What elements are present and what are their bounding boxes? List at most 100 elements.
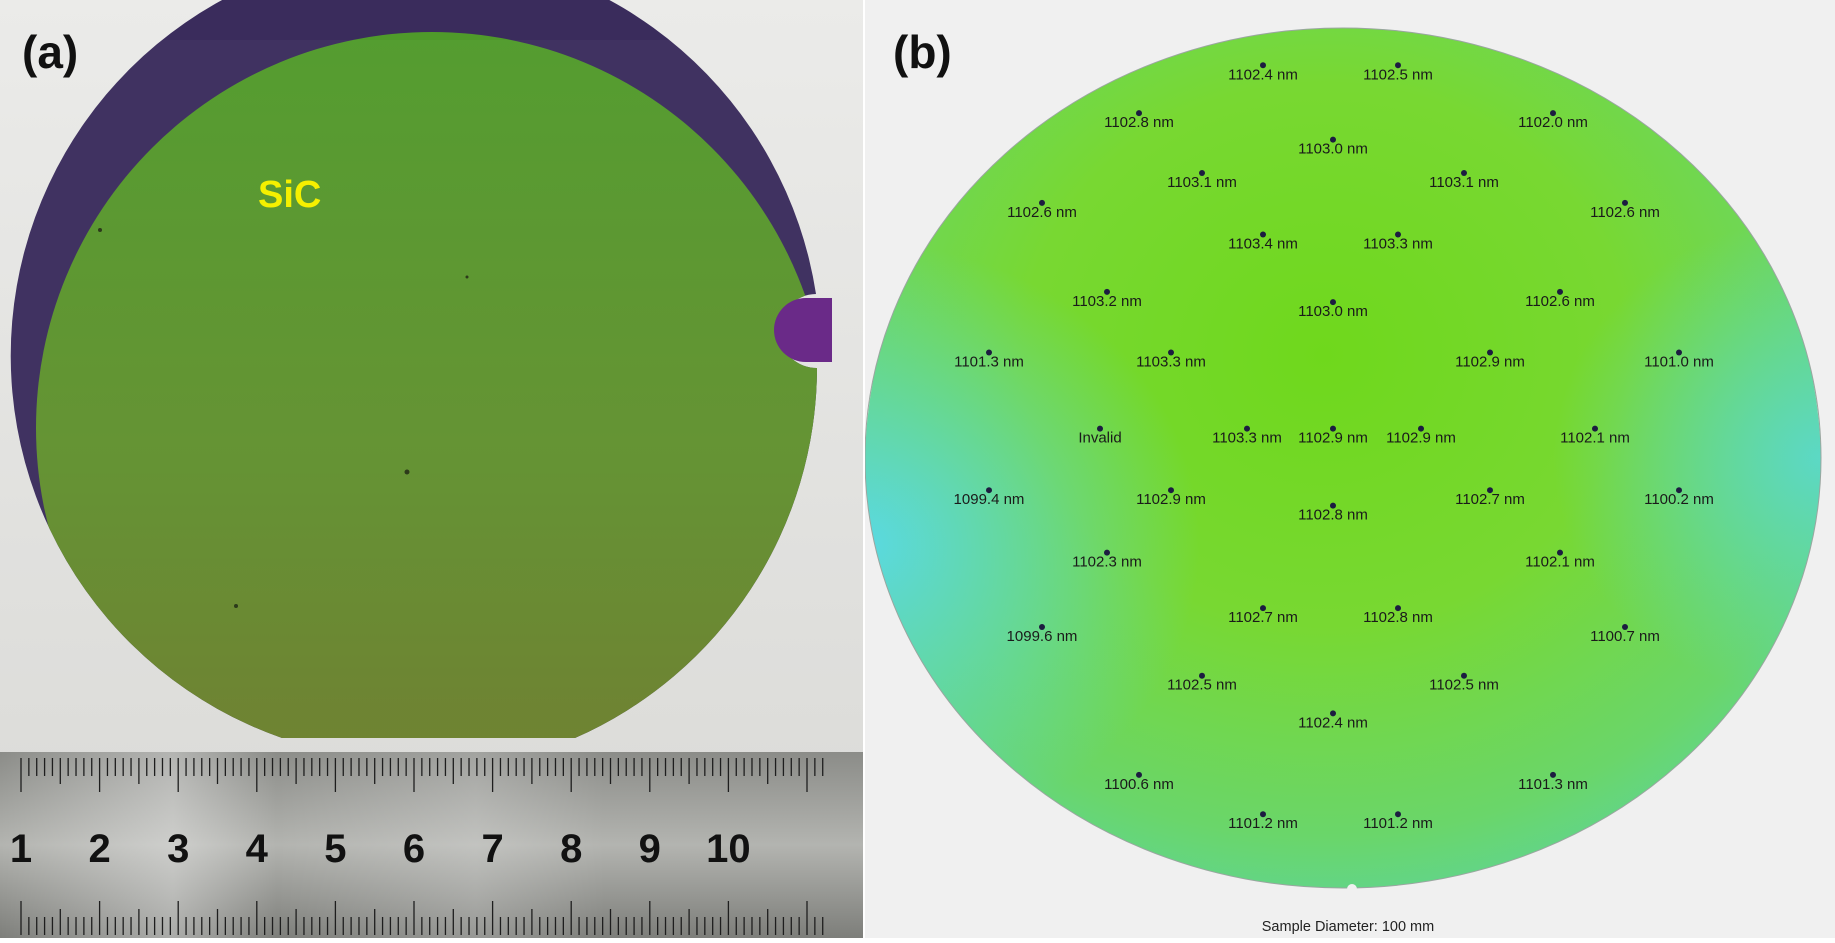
thickness-value: 1102.5 nm <box>1429 677 1499 694</box>
measurement-point <box>1622 623 1628 630</box>
measurement-point <box>1260 811 1266 818</box>
thickness-value: 1102.8 nm <box>1363 609 1433 626</box>
measurement-point <box>1168 487 1174 494</box>
thickness-value: 1102.0 nm <box>1518 114 1588 131</box>
thickness-value: 1102.4 nm <box>1228 66 1298 83</box>
thickness-value: 1103.1 nm <box>1167 174 1237 191</box>
thickness-value: 1103.3 nm <box>1136 354 1206 371</box>
measurement-point <box>1244 425 1250 432</box>
measurement-point <box>1330 502 1336 509</box>
thickness-value: 1103.3 nm <box>1363 236 1433 253</box>
measurement-point <box>1592 425 1598 432</box>
thickness-value: 1102.7 nm <box>1455 491 1525 508</box>
measurement-point <box>1199 672 1205 679</box>
measurement-point <box>1260 231 1266 238</box>
thickness-value: 1101.0 nm <box>1644 354 1714 371</box>
ruler-number: 10 <box>706 827 751 871</box>
thickness-value: 1102.6 nm <box>1007 204 1077 221</box>
sample-diameter-caption: Sample Diameter: 100 mm <box>1262 919 1434 935</box>
thickness-value: 1103.2 nm <box>1072 293 1142 310</box>
measurement-point <box>1330 299 1336 306</box>
thickness-value: 1101.3 nm <box>1518 776 1588 793</box>
thickness-value: 1103.0 nm <box>1298 141 1368 158</box>
measurement-point <box>1330 425 1336 432</box>
thickness-value: 1103.1 nm <box>1429 174 1499 191</box>
map-notch <box>1347 884 1357 894</box>
ruler-number: 3 <box>167 827 189 871</box>
measurement-point <box>1676 487 1682 494</box>
measurement-point <box>1395 811 1401 818</box>
thickness-value: 1102.9 nm <box>1136 491 1206 508</box>
measurement-point <box>1260 62 1266 69</box>
thickness-value: Invalid <box>1078 430 1121 447</box>
ruler-number: 1 <box>10 827 32 871</box>
thickness-value: 1101.2 nm <box>1363 815 1433 832</box>
thickness-value: 1102.9 nm <box>1455 354 1525 371</box>
measurement-point <box>1557 549 1563 556</box>
ruler-number: 6 <box>403 827 425 871</box>
ruler-number: 2 <box>88 827 110 871</box>
measurement-point <box>1418 425 1424 432</box>
thickness-value: 1102.8 nm <box>1104 114 1174 131</box>
thickness-value: 1102.9 nm <box>1298 430 1368 447</box>
measurement-point <box>1097 425 1103 432</box>
measurement-point <box>1622 199 1628 206</box>
thickness-value: 1101.3 nm <box>954 354 1024 371</box>
thickness-map: 1102.4 nm 1102.5 nm 1102.8 nm 1103.0 nm 1102… <box>864 0 1835 938</box>
measurement-point <box>1395 231 1401 238</box>
measurement-point <box>1330 136 1336 143</box>
measurement-point <box>1487 487 1493 494</box>
measurement-point <box>1039 623 1045 630</box>
wafer-notch <box>774 298 832 362</box>
wafer-photo: 1 2 3 4 5 6 7 8 9 10 (a) SiC <box>0 0 865 938</box>
measurement-point <box>1260 605 1266 612</box>
measurement-point <box>1330 710 1336 717</box>
measurement-point <box>1461 672 1467 679</box>
measurement-point <box>986 349 992 356</box>
ruler-number: 4 <box>246 827 269 871</box>
measurement-point <box>986 487 992 494</box>
thickness-value: 1102.5 nm <box>1167 677 1237 694</box>
thickness-value: 1102.7 nm <box>1228 609 1298 626</box>
measurement-point <box>1676 349 1682 356</box>
measurement-point <box>1168 349 1174 356</box>
thickness-value: 1102.4 nm <box>1298 714 1368 731</box>
measurement-point <box>1550 771 1556 778</box>
panel-label-a: (a) <box>22 26 78 78</box>
measurement-point <box>1550 110 1556 117</box>
panel-label-b: (b) <box>893 26 952 78</box>
measurement-point <box>1461 169 1467 176</box>
thickness-value: 1102.1 nm <box>1560 430 1630 447</box>
sic-label: SiC <box>258 174 321 216</box>
ruler-number: 8 <box>560 827 582 871</box>
ruler-number: 7 <box>481 827 503 871</box>
thickness-value: 1103.0 nm <box>1298 303 1368 320</box>
ruler: 1 2 3 4 5 6 7 8 9 10 <box>0 752 865 938</box>
measurement-point <box>1104 549 1110 556</box>
measurement-point <box>1557 288 1563 295</box>
thickness-value: 1102.1 nm <box>1525 554 1595 571</box>
thickness-value: 1102.8 nm <box>1298 507 1368 524</box>
measurement-point <box>1395 62 1401 69</box>
thickness-map-panel: 1102.4 nm 1102.5 nm 1102.8 nm 1103.0 nm 1102… <box>864 0 1835 938</box>
ruler-number: 9 <box>639 827 661 871</box>
thickness-value: 1099.4 nm <box>954 491 1025 508</box>
measurement-point <box>1487 349 1493 356</box>
measurement-point <box>1039 199 1045 206</box>
measurement-point <box>1136 110 1142 117</box>
measurement-point <box>1199 169 1205 176</box>
thickness-value: 1099.6 nm <box>1007 628 1078 645</box>
thickness-value: 1102.5 nm <box>1363 66 1433 83</box>
thickness-value: 1102.3 nm <box>1072 554 1142 571</box>
thickness-value: 1100.7 nm <box>1590 628 1660 645</box>
thickness-value: 1103.4 nm <box>1228 236 1298 253</box>
measurement-point <box>1136 771 1142 778</box>
thickness-value: 1102.6 nm <box>1525 293 1595 310</box>
thickness-value: 1102.9 nm <box>1386 430 1456 447</box>
thickness-value: 1100.6 nm <box>1104 776 1174 793</box>
ruler-number: 5 <box>324 827 346 871</box>
measurement-point <box>1104 288 1110 295</box>
thickness-value: 1102.6 nm <box>1590 204 1660 221</box>
thickness-value: 1100.2 nm <box>1644 491 1714 508</box>
panel-divider <box>863 0 865 938</box>
